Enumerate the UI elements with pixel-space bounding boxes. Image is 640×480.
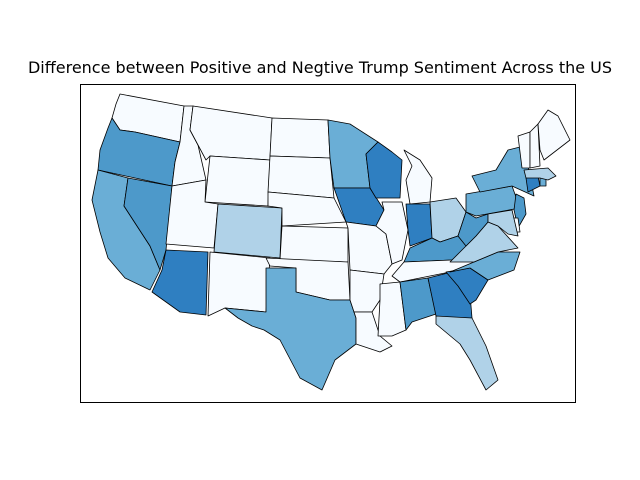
state-nm [207,251,271,317]
state-co [213,203,283,259]
state-il [375,201,409,265]
state-mi [403,149,433,205]
state-ma [523,167,557,181]
states-layer [91,93,571,391]
state-md [487,209,519,237]
state-me [537,109,571,161]
state-al [399,277,437,331]
state-az [151,249,209,316]
state-wy [204,155,271,207]
state-la [353,311,393,353]
state-ks [279,225,349,263]
state-wi [365,141,403,199]
state-in [405,203,433,247]
state-sd [267,155,335,199]
chart-title: Difference between Positive and Negtive … [27,58,613,77]
state-tx [224,267,357,391]
state-fl [435,315,499,391]
state-nh [529,123,541,169]
state-nd [269,117,331,159]
